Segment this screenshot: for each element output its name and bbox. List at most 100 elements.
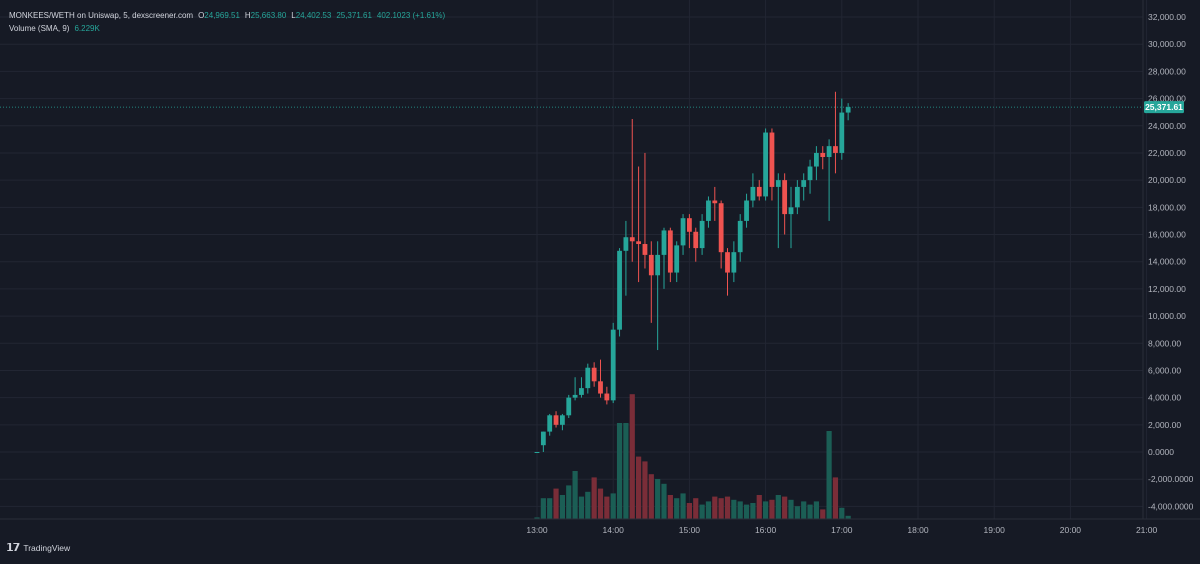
y-tick-label: 20,000.00 [1148,175,1186,185]
candle-body [566,397,572,416]
tradingview-brand[interactable]: 𝟭𝟳 TradingView [6,541,70,554]
volume-bar [775,495,781,519]
volume-bar [756,495,762,519]
volume-bar [839,507,845,519]
volume-bar [572,471,578,519]
low-value: 24,402.53 [295,11,332,20]
volume-row: Volume (SMA, 9) 6.229K [9,22,445,35]
y-tick-label: -4,000.0000 [1148,501,1194,511]
candle-body [661,230,667,255]
x-tick-label: 21:00 [1136,525,1158,535]
y-tick-label: 30,000.00 [1148,39,1186,49]
candle-body [585,367,591,389]
volume-bar [820,509,826,519]
candle-body [756,186,762,197]
volume-bar [743,504,750,519]
candle-body [839,112,845,153]
x-tick-label: 16:00 [755,525,777,535]
pair-title: MONKEES/WETH on Uniswap, 5, dexscreener.… [9,11,194,20]
candle-body [718,203,724,253]
volume-bar [712,496,718,519]
volume-bar [788,499,794,519]
volume-bar [686,503,692,519]
x-tick-label: 15:00 [679,525,701,535]
volume-bar [591,477,597,519]
candle-body [617,250,622,330]
candle-body [725,252,730,273]
volume-bar [642,461,648,519]
y-tick-label: 2,000.00 [1148,420,1181,430]
volume-bar [763,501,769,519]
candle-body [750,186,756,201]
volume-bar [724,496,731,519]
volume-bar [693,498,699,519]
candle-body [680,218,686,246]
candle-body [693,231,699,249]
y-tick-label: 22,000.00 [1148,148,1186,158]
candle-body [712,200,718,204]
candle-body [706,200,711,221]
low-label: L [291,11,296,20]
volume-bar [801,501,807,519]
volume-bar [718,498,724,519]
volume-bar [661,483,667,519]
x-tick-label: 19:00 [984,525,1006,535]
volume-bar [794,506,800,519]
candle-body [731,252,737,273]
y-tick-label: 14,000.00 [1148,257,1186,267]
volume-bar [737,501,743,519]
volume-bar [578,496,585,519]
candle-body [687,218,692,232]
x-tick-label: 20:00 [1060,525,1082,535]
high-value: 25,663.80 [250,11,287,20]
y-tick-label: 32,000.00 [1148,12,1186,22]
volume-bar [826,431,832,519]
volume-bar [769,499,775,519]
candle-body [560,415,565,425]
axes-layer: 32,000.00 30,000.00 28,000.00 26,000.00 24,0… [0,0,1200,535]
volume-bar [636,456,642,519]
candle-body [820,152,826,158]
x-tick-label: 14:00 [603,525,625,535]
volume-bar [813,501,819,519]
price-tag-layer: 25,371.61 [1144,101,1184,114]
candle-body [623,237,629,251]
candle-body [540,431,546,446]
volume-bar [674,498,680,519]
volume-bar [705,501,712,519]
candle-body [744,200,749,221]
brand-name: TradingView [23,542,71,553]
y-tick-label: 24,000.00 [1148,121,1186,131]
candle-body [788,207,794,215]
candle-body [794,186,800,208]
volume-bar [540,498,546,519]
high-label: H [244,11,251,20]
volume-bar [648,474,654,519]
candle-body [699,220,705,249]
tradingview-logo-icon: 𝟭𝟳 [6,542,20,554]
candle-body [782,180,788,215]
volume-bar [623,423,629,519]
close-value: 25,371.61 [336,11,372,20]
y-tick-label: 4,000.00 [1148,393,1181,403]
candle-body [610,329,616,401]
volume-bar [782,496,788,519]
y-tick-label: 26,000.00 [1148,94,1186,104]
candle-body [667,230,673,273]
volume-bar [534,517,540,519]
candle-body [674,245,680,273]
y-tick-label: 18,000.00 [1148,202,1186,212]
y-tick-label: 10,000.00 [1148,311,1186,321]
candle-body [534,452,540,453]
y-tick-label: 6,000.00 [1148,365,1181,375]
candle-body [769,132,775,187]
price-tag-label: 25,371.61 [1145,102,1183,112]
candle-body [648,254,654,276]
volume-bar [604,496,610,519]
volume-value: 6.229K [74,24,100,33]
volume-bar [699,504,705,519]
y-tick-label: 28,000.00 [1148,66,1186,76]
open-label: O [198,11,205,20]
volume-bar [667,495,673,519]
